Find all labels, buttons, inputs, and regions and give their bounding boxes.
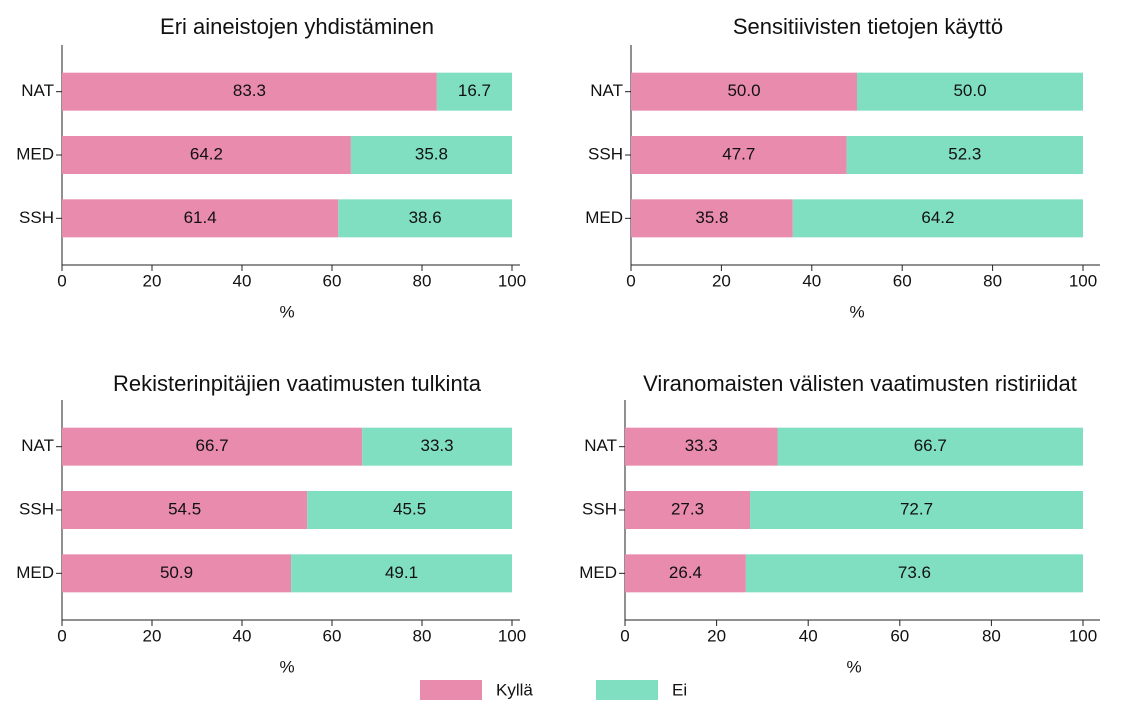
x-tick-label: 20 bbox=[143, 271, 162, 290]
bar-segment bbox=[338, 199, 512, 238]
y-tick-label: MED bbox=[585, 208, 623, 227]
data-label: 66.7 bbox=[914, 436, 947, 455]
y-tick-label: SSH bbox=[588, 144, 623, 163]
data-label: 33.3 bbox=[685, 436, 718, 455]
data-label: 38.6 bbox=[409, 208, 442, 227]
data-label: 26.4 bbox=[669, 563, 702, 582]
legend-label: Ei bbox=[672, 680, 687, 699]
bar-segment bbox=[62, 199, 339, 238]
x-tick-label: 0 bbox=[57, 626, 66, 645]
x-axis-label: % bbox=[849, 302, 864, 321]
x-tick-label: 40 bbox=[802, 271, 821, 290]
bar-segment bbox=[631, 72, 857, 111]
y-tick-label: MED bbox=[16, 144, 54, 163]
x-tick-label: 80 bbox=[982, 626, 1001, 645]
data-label: 35.8 bbox=[415, 144, 448, 163]
data-label: 73.6 bbox=[898, 563, 931, 582]
x-tick-label: 40 bbox=[799, 626, 818, 645]
y-tick-label: NAT bbox=[590, 81, 623, 100]
x-tick-label: 100 bbox=[1069, 271, 1097, 290]
bar-segment bbox=[625, 427, 778, 466]
bar-segment bbox=[846, 136, 1083, 174]
bar-segment bbox=[750, 491, 1083, 529]
x-tick-label: 40 bbox=[233, 626, 252, 645]
x-tick-label: 60 bbox=[323, 626, 342, 645]
data-label: 50.0 bbox=[727, 81, 760, 100]
y-tick-label: NAT bbox=[584, 436, 617, 455]
y-tick-label: SSH bbox=[582, 499, 617, 518]
x-tick-label: 80 bbox=[983, 271, 1002, 290]
bar-segment bbox=[777, 427, 1083, 466]
legend-swatch bbox=[420, 680, 482, 700]
x-tick-label: 100 bbox=[498, 271, 526, 290]
bar-segment bbox=[62, 554, 292, 593]
bar-segment bbox=[362, 427, 512, 466]
data-label: 64.2 bbox=[921, 208, 954, 227]
x-tick-label: 20 bbox=[707, 626, 726, 645]
bar-segment bbox=[625, 491, 751, 529]
x-tick-label: 60 bbox=[323, 271, 342, 290]
x-tick-label: 20 bbox=[712, 271, 731, 290]
data-label: 52.3 bbox=[948, 144, 981, 163]
data-label: 33.3 bbox=[421, 436, 454, 455]
bar-segment bbox=[745, 554, 1083, 593]
y-tick-label: MED bbox=[16, 563, 54, 582]
chart-title: Eri aineistojen yhdistäminen bbox=[160, 14, 434, 39]
x-tick-label: 100 bbox=[1069, 626, 1097, 645]
chart-title: Rekisterinpitäjien vaatimusten tulkinta bbox=[113, 371, 482, 396]
data-label: 50.0 bbox=[953, 81, 986, 100]
bar-segment bbox=[631, 136, 847, 174]
x-tick-label: 40 bbox=[233, 271, 252, 290]
x-axis-label: % bbox=[846, 657, 861, 676]
y-tick-label: MED bbox=[579, 563, 617, 582]
data-label: 64.2 bbox=[190, 144, 223, 163]
data-label: 72.7 bbox=[900, 499, 933, 518]
data-label: 83.3 bbox=[233, 81, 266, 100]
data-label: 35.8 bbox=[695, 208, 728, 227]
x-tick-label: 60 bbox=[893, 271, 912, 290]
x-tick-label: 60 bbox=[890, 626, 909, 645]
y-tick-label: SSH bbox=[19, 499, 54, 518]
bar-segment bbox=[625, 554, 746, 593]
legend-label: Kyllä bbox=[496, 680, 533, 699]
data-label: 47.7 bbox=[722, 144, 755, 163]
x-tick-label: 0 bbox=[57, 271, 66, 290]
chart-title: Sensitiivisten tietojen käyttö bbox=[733, 14, 1003, 39]
x-tick-label: 80 bbox=[413, 271, 432, 290]
x-tick-label: 80 bbox=[413, 626, 432, 645]
y-tick-label: SSH bbox=[19, 208, 54, 227]
x-axis-label: % bbox=[279, 657, 294, 676]
x-tick-label: 0 bbox=[626, 271, 635, 290]
bar-segment bbox=[291, 554, 512, 593]
bar-segment bbox=[792, 199, 1083, 238]
bar-segment bbox=[62, 136, 351, 174]
bar-segment bbox=[62, 72, 437, 111]
y-tick-label: NAT bbox=[21, 436, 54, 455]
x-tick-label: 100 bbox=[498, 626, 526, 645]
data-label: 45.5 bbox=[393, 499, 426, 518]
data-label: 16.7 bbox=[458, 81, 491, 100]
bar-segment bbox=[62, 491, 308, 529]
bar-segment bbox=[436, 72, 512, 111]
y-tick-label: NAT bbox=[21, 81, 54, 100]
data-label: 54.5 bbox=[168, 499, 201, 518]
bar-segment bbox=[307, 491, 512, 529]
bar-segment bbox=[857, 72, 1083, 111]
x-tick-label: 20 bbox=[143, 626, 162, 645]
legend-swatch bbox=[596, 680, 658, 700]
data-label: 27.3 bbox=[671, 499, 704, 518]
x-axis-label: % bbox=[279, 302, 294, 321]
data-label: 50.9 bbox=[160, 563, 193, 582]
data-label: 61.4 bbox=[184, 208, 217, 227]
chart-title: Viranomaisten välisten vaatimusten risti… bbox=[643, 371, 1077, 396]
x-tick-label: 0 bbox=[620, 626, 629, 645]
bar-segment bbox=[631, 199, 793, 238]
bar-segment bbox=[62, 427, 363, 466]
data-label: 49.1 bbox=[385, 563, 418, 582]
bar-segment bbox=[350, 136, 512, 174]
data-label: 66.7 bbox=[196, 436, 229, 455]
